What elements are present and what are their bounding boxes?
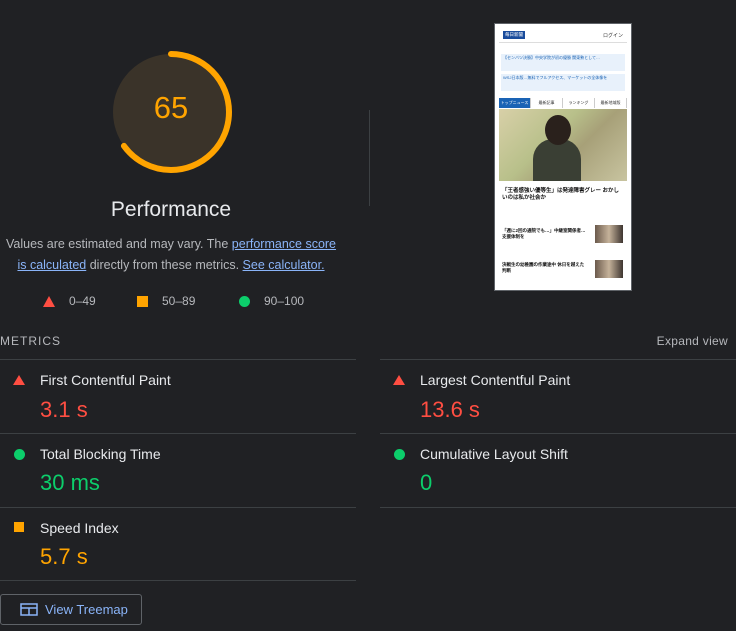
fail-triangle-icon: [393, 375, 405, 385]
divider-line: [380, 433, 736, 434]
metrics-heading: METRICS: [0, 334, 61, 348]
green-circle-icon: [239, 295, 250, 307]
thumb-banner-2: WSJ日本版…無料でフルアクセス、マーケットの全体像を: [501, 74, 625, 91]
divider-line: [380, 359, 736, 360]
see-calculator-link[interactable]: See calculator.: [242, 258, 325, 272]
gauge-ring: [110, 51, 232, 173]
performance-score: 65: [153, 90, 189, 125]
performance-score-link[interactable]: performance score is calculated: [17, 237, 337, 272]
score-description: Values are estimated and may vary. The p…: [0, 234, 342, 276]
pass-circle-icon: [394, 449, 405, 460]
metric-title: First Contentful Paint: [40, 372, 171, 388]
description-text-2: directly from these metrics.: [86, 258, 243, 272]
legend-pass: 90–100: [239, 294, 304, 308]
metric-title: Cumulative Layout Shift: [420, 446, 568, 462]
legend-fail: 0–49: [43, 294, 96, 308]
pass-circle-icon: [14, 449, 25, 460]
thumb-tab: ランキング: [563, 98, 595, 108]
thumb-tab: トップニュース: [499, 98, 531, 108]
metric-value: 13.6 s: [420, 397, 480, 422]
legend-average: 50–89: [137, 294, 195, 308]
treemap-icon: [20, 603, 38, 616]
average-square-icon: [14, 522, 24, 532]
metric-title: Speed Index: [40, 520, 119, 536]
thumb-tab: 最新記事: [531, 98, 563, 108]
metric-first-contentful-paint: First Contentful Paint 3.1 s: [0, 360, 356, 433]
divider-line: [0, 580, 356, 581]
metric-value: 30 ms: [40, 470, 100, 495]
thumb-tab: 最新地域版: [595, 98, 627, 108]
thumb-item-1: 「週に2回の通院でも…」中継室関係者…支援体制を: [502, 228, 586, 239]
legend-range: 50–89: [162, 294, 196, 308]
performance-gauge: 65: [108, 49, 234, 175]
gauge-arc: [110, 51, 232, 173]
thumb-logo: 毎日新聞: [503, 31, 525, 39]
divider-line: [380, 507, 736, 508]
divider-line: [0, 359, 356, 360]
metric-value: 5.7 s: [40, 544, 88, 569]
thumb-item-2: 決戦生の幼稚園の作業途中 休日を越えた判断: [502, 262, 585, 273]
view-treemap-label: View Treemap: [45, 602, 128, 617]
vertical-divider: [369, 110, 370, 206]
expand-view-button[interactable]: Expand view: [656, 334, 728, 348]
thumb-headline: 「王者感強い優等生」は発達障害グレー おかしいのは私か社会か: [502, 188, 620, 201]
thumb-login: ログイン: [602, 32, 623, 39]
description-text-1: Values are estimated and may vary. The: [5, 237, 232, 251]
legend-range: 0–49: [69, 294, 96, 308]
thumb-item-image: [595, 260, 623, 278]
thumb-banner-1: 【センバツ決勝】中央学院が初の優勝 関東勢として…: [501, 54, 625, 71]
metric-value: 3.1 s: [40, 397, 88, 422]
view-treemap-button[interactable]: View Treemap: [0, 594, 142, 625]
thumb-header: 毎日新聞 ログイン: [499, 28, 627, 43]
fail-triangle-icon: [13, 375, 25, 385]
metric-total-blocking-time: Total Blocking Time 30 ms: [0, 434, 356, 507]
divider-line: [0, 433, 356, 434]
thumb-item-image: [595, 225, 623, 243]
metric-value: 0: [420, 470, 433, 495]
category-title: Performance: [110, 198, 232, 221]
legend-range: 90–100: [264, 294, 305, 308]
thumbnail-content: 毎日新聞 ログイン 【センバツ決勝】中央学院が初の優勝 関東勢として… WSJ日…: [499, 28, 627, 286]
metric-cumulative-layout-shift: Cumulative Layout Shift 0: [380, 434, 736, 507]
divider-line: [0, 507, 356, 508]
metric-largest-contentful-paint: Largest Contentful Paint 13.6 s: [380, 360, 736, 433]
red-triangle-icon: [43, 295, 55, 307]
orange-square-icon: [137, 295, 148, 307]
metric-title: Largest Contentful Paint: [420, 372, 571, 388]
metric-title: Total Blocking Time: [40, 446, 161, 462]
thumb-photo: [499, 109, 627, 181]
page-screenshot-thumbnail[interactable]: 毎日新聞 ログイン 【センバツ決勝】中央学院が初の優勝 関東勢として… WSJ日…: [494, 23, 632, 291]
metric-speed-index: Speed Index 5.7 s: [0, 508, 356, 580]
thumb-tabs: トップニュース 最新記事 ランキング 最新地域版: [499, 98, 627, 108]
